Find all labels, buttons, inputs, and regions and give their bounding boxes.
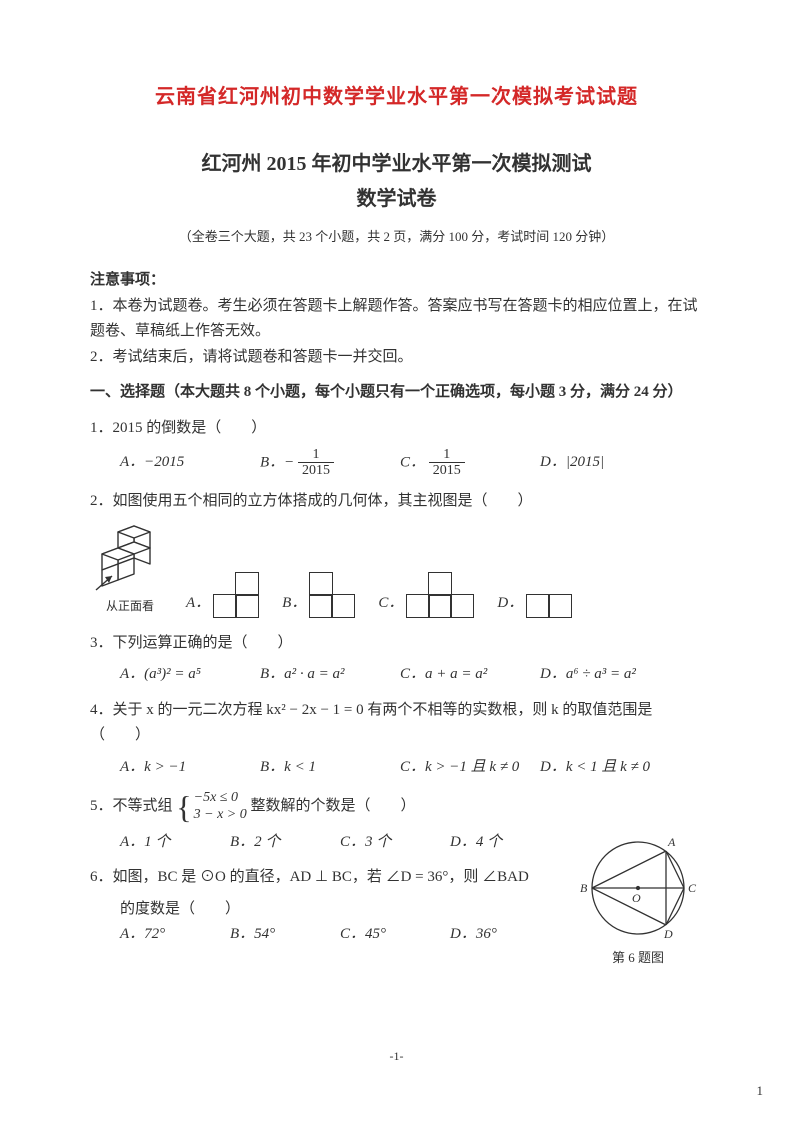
q2-option-d: D． bbox=[497, 591, 571, 617]
q2-view-label: 从正面看 bbox=[106, 596, 154, 616]
section-1-heading: 一、选择题（本大题共 8 个小题，每个小题只有一个正确选项，每小题 3 分，满分… bbox=[90, 380, 703, 406]
question-5-options: A．1 个 B．2 个 C．3 个 D．4 个 bbox=[90, 830, 573, 856]
q2-option-b: B． bbox=[282, 573, 354, 617]
notice-item-1: 1．本卷为试题卷。考生必须在答题卡上解题作答。答案应书写在答题卡的相应位置上，在… bbox=[90, 294, 703, 345]
q6-label-c: C bbox=[688, 881, 697, 895]
document-title: 云南省红河州初中数学学业水平第一次模拟考试试题 bbox=[90, 80, 703, 114]
q2-c-label: C． bbox=[378, 591, 403, 617]
question-4-options: A．k > −1 B．k < 1 C．k > −1 且 k ≠ 0 D．k < … bbox=[90, 755, 703, 781]
circle-geometry-icon: A B C D O bbox=[578, 830, 698, 940]
question-6-line1: 6．如图，BC 是 ⊙O 的直径，AD ⊥ BC，若 ∠D = 36°，则 ∠B… bbox=[90, 865, 573, 891]
q6-option-b: B．54° bbox=[230, 922, 320, 948]
q5-line1: −5x ≤ 0 bbox=[194, 790, 247, 807]
question-6-line2: 的度数是（ ） bbox=[90, 897, 573, 923]
question-6-options: A．72° B．54° C．45° D．36° bbox=[90, 922, 573, 948]
exam-meta: （全卷三个大题，共 23 个小题，共 2 页，满分 100 分，考试时间 120… bbox=[90, 226, 703, 248]
q1-option-c: C． 1 2015 bbox=[400, 447, 530, 479]
q6-option-d: D．36° bbox=[450, 922, 540, 948]
q4-option-c: C．k > −1 且 k ≠ 0 bbox=[400, 755, 530, 781]
q2-d-shape bbox=[527, 595, 571, 617]
q3-option-a: A．(a³)² = a⁵ bbox=[120, 662, 250, 688]
question-1-options: A．−2015 B．− 1 2015 C． 1 2015 D．|2015| bbox=[90, 447, 703, 479]
page-number-corner: 1 bbox=[757, 1080, 764, 1102]
q6-label-a: A bbox=[667, 835, 676, 849]
q1-option-a: A．−2015 bbox=[120, 450, 250, 476]
exam-title-line2: 数学试卷 bbox=[90, 182, 703, 216]
notice-item-2: 2．考试结束后，请将试题卷和答题卡一并交回。 bbox=[90, 345, 703, 371]
q4-option-b: B．k < 1 bbox=[260, 755, 390, 781]
q2-d-label: D． bbox=[497, 591, 523, 617]
q2-iso-cube-figure: 从正面看 bbox=[90, 522, 170, 616]
fraction-numerator: 1 bbox=[298, 447, 334, 463]
q5-suffix: 整数解的个数是（ ） bbox=[250, 799, 415, 815]
q1-b-prefix: B．− bbox=[260, 454, 294, 470]
q2-a-shape bbox=[214, 573, 258, 617]
fraction-numerator: 1 bbox=[429, 447, 465, 463]
q2-b-shape bbox=[310, 573, 354, 617]
q1-b-fraction: 1 2015 bbox=[298, 447, 334, 479]
q3-option-d: D．a⁶ ÷ a³ = a² bbox=[540, 662, 670, 688]
page-number-center: -1- bbox=[0, 1046, 793, 1066]
fraction-denominator: 2015 bbox=[429, 463, 465, 478]
exam-title-line1: 红河州 2015 年初中学业水平第一次模拟测试 bbox=[90, 150, 703, 178]
q1-c-prefix: C． bbox=[400, 454, 425, 470]
q6-label-o: O bbox=[632, 891, 641, 905]
left-brace-icon: { bbox=[176, 791, 191, 823]
notice-heading: 注意事项： bbox=[90, 268, 703, 294]
q5-option-d: D．4 个 bbox=[450, 830, 540, 856]
q5-option-c: C．3 个 bbox=[340, 830, 430, 856]
q3-option-b: B．a² · a = a² bbox=[260, 662, 390, 688]
q6-figure-caption: 第 6 题图 bbox=[573, 947, 703, 969]
question-4: 4．关于 x 的一元二次方程 kx² − 2x − 1 = 0 有两个不相等的实… bbox=[90, 698, 703, 749]
question-6-figure: A B C D O 第 6 题图 bbox=[573, 830, 703, 969]
question-2: 2．如图使用五个相同的立方体搭成的几何体，其主视图是（ ） bbox=[90, 489, 703, 515]
q5-prefix: 5．不等式组 bbox=[90, 799, 173, 815]
q2-c-shape bbox=[407, 573, 473, 617]
q5-inequality-system: { −5x ≤ 0 3 − x > 0 bbox=[176, 790, 246, 824]
q1-c-fraction: 1 2015 bbox=[429, 447, 465, 479]
q2-a-label: A． bbox=[186, 591, 210, 617]
q2-b-label: B． bbox=[282, 591, 306, 617]
question-1: 1．2015 的倒数是（ ） bbox=[90, 416, 703, 442]
question-5: 5．不等式组 { −5x ≤ 0 3 − x > 0 整数解的个数是（ ） bbox=[90, 790, 703, 824]
q1-option-d: D．|2015| bbox=[540, 450, 670, 476]
q1-option-b: B．− 1 2015 bbox=[260, 447, 390, 479]
q2-option-c: C． bbox=[378, 573, 473, 617]
q6-label-d: D bbox=[663, 927, 673, 940]
q5-line2: 3 − x > 0 bbox=[194, 807, 247, 824]
q4-option-a: A．k > −1 bbox=[120, 755, 250, 781]
cube-iso-icon bbox=[90, 522, 170, 594]
q4-option-d: D．k < 1 且 k ≠ 0 bbox=[540, 755, 670, 781]
q5-option-b: B．2 个 bbox=[230, 830, 320, 856]
question-2-figures: 从正面看 A． B． C． bbox=[90, 522, 703, 616]
q6-label-b: B bbox=[580, 881, 588, 895]
fraction-denominator: 2015 bbox=[298, 463, 334, 478]
question-3: 3．下列运算正确的是（ ） bbox=[90, 631, 703, 657]
q6-option-c: C．45° bbox=[340, 922, 430, 948]
q5-option-a: A．1 个 bbox=[120, 830, 210, 856]
q2-option-a: A． bbox=[186, 573, 258, 617]
q6-option-a: A．72° bbox=[120, 922, 210, 948]
q3-option-c: C．a + a = a² bbox=[400, 662, 530, 688]
question-3-options: A．(a³)² = a⁵ B．a² · a = a² C．a + a = a² … bbox=[90, 662, 703, 688]
